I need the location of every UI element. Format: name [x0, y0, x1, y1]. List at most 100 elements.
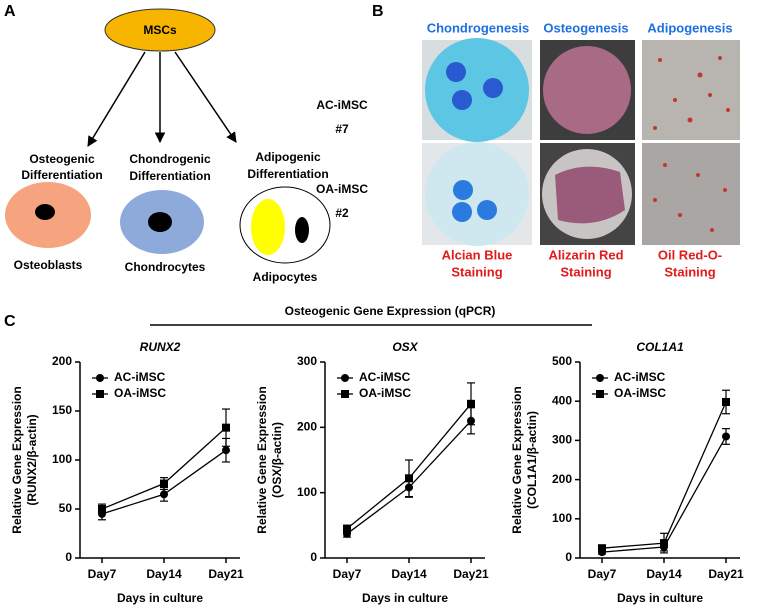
y-tick-label: 150 [52, 403, 72, 417]
legend-label: OA-iMSC [114, 386, 166, 400]
y-axis-label: (RUNX2/β-actin) [25, 414, 39, 505]
y-tick-label: 500 [552, 354, 572, 368]
stain-label: Staining [560, 264, 611, 279]
y-axis-label: (OSX/β-actin) [270, 422, 284, 498]
well [543, 46, 631, 134]
marker [596, 374, 604, 382]
branch-title: Differentiation [129, 169, 210, 183]
y-tick-label: 0 [310, 550, 317, 564]
stain-label: Alcian Blue [442, 247, 513, 262]
lipid-dots [653, 56, 730, 232]
x-tick-label: Day14 [391, 567, 427, 581]
x-axis-label: Days in culture [117, 591, 203, 605]
image [642, 40, 740, 140]
chart-title: RUNX2 [140, 340, 181, 354]
cell-label: Osteoblasts [14, 258, 83, 272]
nucleus [35, 204, 55, 220]
x-tick-label: Day14 [146, 567, 182, 581]
pellet [452, 90, 472, 110]
marker [467, 399, 475, 408]
y-tick-label: 300 [552, 433, 572, 447]
panel-label: B [372, 3, 384, 20]
x-tick-label: Day21 [208, 567, 244, 581]
y-tick-label: 200 [297, 420, 317, 434]
stain-label: Staining [451, 264, 502, 279]
y-tick-label: 200 [52, 354, 72, 368]
y-tick-label: 100 [552, 511, 572, 525]
y-axis-label: Relative Gene Expression [10, 386, 24, 533]
marker [722, 397, 730, 406]
row-label: OA-iMSC [316, 182, 368, 196]
x-axis-label: Days in culture [617, 591, 703, 605]
panel-label: C [4, 313, 16, 330]
y-tick-label: 300 [297, 354, 317, 368]
row-label: #2 [335, 206, 349, 220]
chart-title: COL1A1 [636, 340, 684, 354]
stain [555, 166, 625, 224]
dish [425, 38, 529, 142]
dish [425, 142, 529, 246]
branch-title: Differentiation [21, 168, 102, 182]
panel-label: A [4, 3, 16, 20]
panel-title: Osteogenic Gene Expression (qPCR) [285, 304, 496, 318]
chart-title: OSX [392, 340, 418, 354]
nucleus [148, 212, 172, 232]
cell-label: Chondrocytes [125, 260, 206, 274]
pellet [453, 180, 473, 200]
marker [405, 474, 413, 483]
marker [341, 374, 349, 382]
marker [343, 524, 351, 533]
marker [222, 446, 230, 455]
marker [341, 390, 349, 398]
micrographs [422, 38, 740, 246]
y-tick-label: 100 [52, 452, 72, 466]
y-tick-label: 0 [65, 550, 72, 564]
x-tick-label: Day7 [333, 567, 362, 581]
legend-label: OA-iMSC [614, 386, 666, 400]
arrow [174, 51, 237, 143]
stain-label: Staining [664, 264, 715, 279]
series-line [601, 401, 727, 549]
msc-node [104, 8, 216, 52]
arrow [87, 51, 146, 147]
row-label: #7 [335, 122, 349, 136]
cell-label: Adipocytes [253, 270, 318, 284]
marker [96, 390, 104, 398]
pellet [452, 202, 472, 222]
y-tick-label: 200 [552, 472, 572, 486]
x-tick-label: Day21 [453, 567, 489, 581]
stain-label: Oil Red-O- [658, 247, 722, 262]
x-tick-label: Day7 [588, 567, 617, 581]
y-tick-label: 400 [552, 393, 572, 407]
y-axis-label: Relative Gene Expression [255, 386, 269, 533]
x-tick-label: Day14 [646, 567, 682, 581]
stain-label: Alizarin Red [548, 247, 623, 262]
marker [98, 505, 106, 513]
legend-label: OA-iMSC [359, 386, 411, 400]
branch-title: Chondrogenic [129, 152, 211, 166]
marker [598, 544, 606, 553]
x-tick-label: Day21 [708, 567, 744, 581]
legend-label: AC-iMSC [359, 370, 411, 384]
y-tick-label: 100 [297, 485, 317, 499]
x-axis-label: Days in culture [362, 591, 448, 605]
y-axis-label: (COL1A1/β-actin) [525, 411, 539, 509]
lipid-droplet [251, 199, 285, 255]
marker [160, 479, 168, 488]
marker [96, 374, 104, 382]
marker [722, 432, 730, 441]
pellet [477, 200, 497, 220]
nucleus [295, 217, 309, 243]
pellet [446, 62, 466, 82]
column-header: Adipogenesis [647, 20, 732, 35]
y-axis-label: Relative Gene Expression [510, 386, 524, 533]
x-tick-label: Day7 [88, 567, 117, 581]
branch-title: Osteogenic [29, 152, 95, 166]
image [642, 143, 740, 245]
y-tick-label: 0 [565, 550, 572, 564]
column-header: Osteogenesis [543, 20, 628, 35]
marker [596, 390, 604, 398]
legend-label: AC-iMSC [614, 370, 666, 384]
legend-label: AC-iMSC [114, 370, 166, 384]
